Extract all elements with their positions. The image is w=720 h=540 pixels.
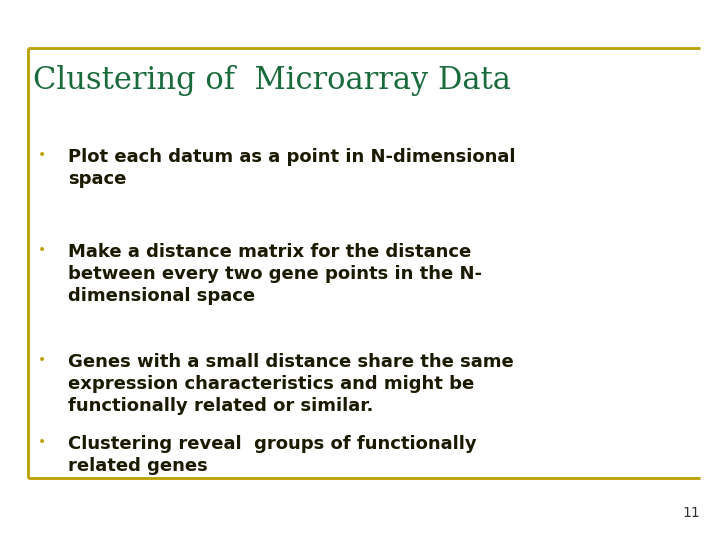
Text: Make a distance matrix for the distance
between every two gene points in the N-
: Make a distance matrix for the distance … (68, 243, 482, 306)
Text: 11: 11 (683, 506, 700, 520)
Text: •: • (38, 243, 46, 257)
Text: Clustering reveal  groups of functionally
related genes: Clustering reveal groups of functionally… (68, 435, 477, 475)
Text: •: • (38, 435, 46, 449)
Text: •: • (38, 353, 46, 367)
Text: Genes with a small distance share the same
expression characteristics and might : Genes with a small distance share the sa… (68, 353, 514, 415)
Text: Plot each datum as a point in N-dimensional
space: Plot each datum as a point in N-dimensio… (68, 148, 516, 188)
Text: Clustering of  Microarray Data: Clustering of Microarray Data (33, 65, 511, 96)
Text: •: • (38, 148, 46, 162)
